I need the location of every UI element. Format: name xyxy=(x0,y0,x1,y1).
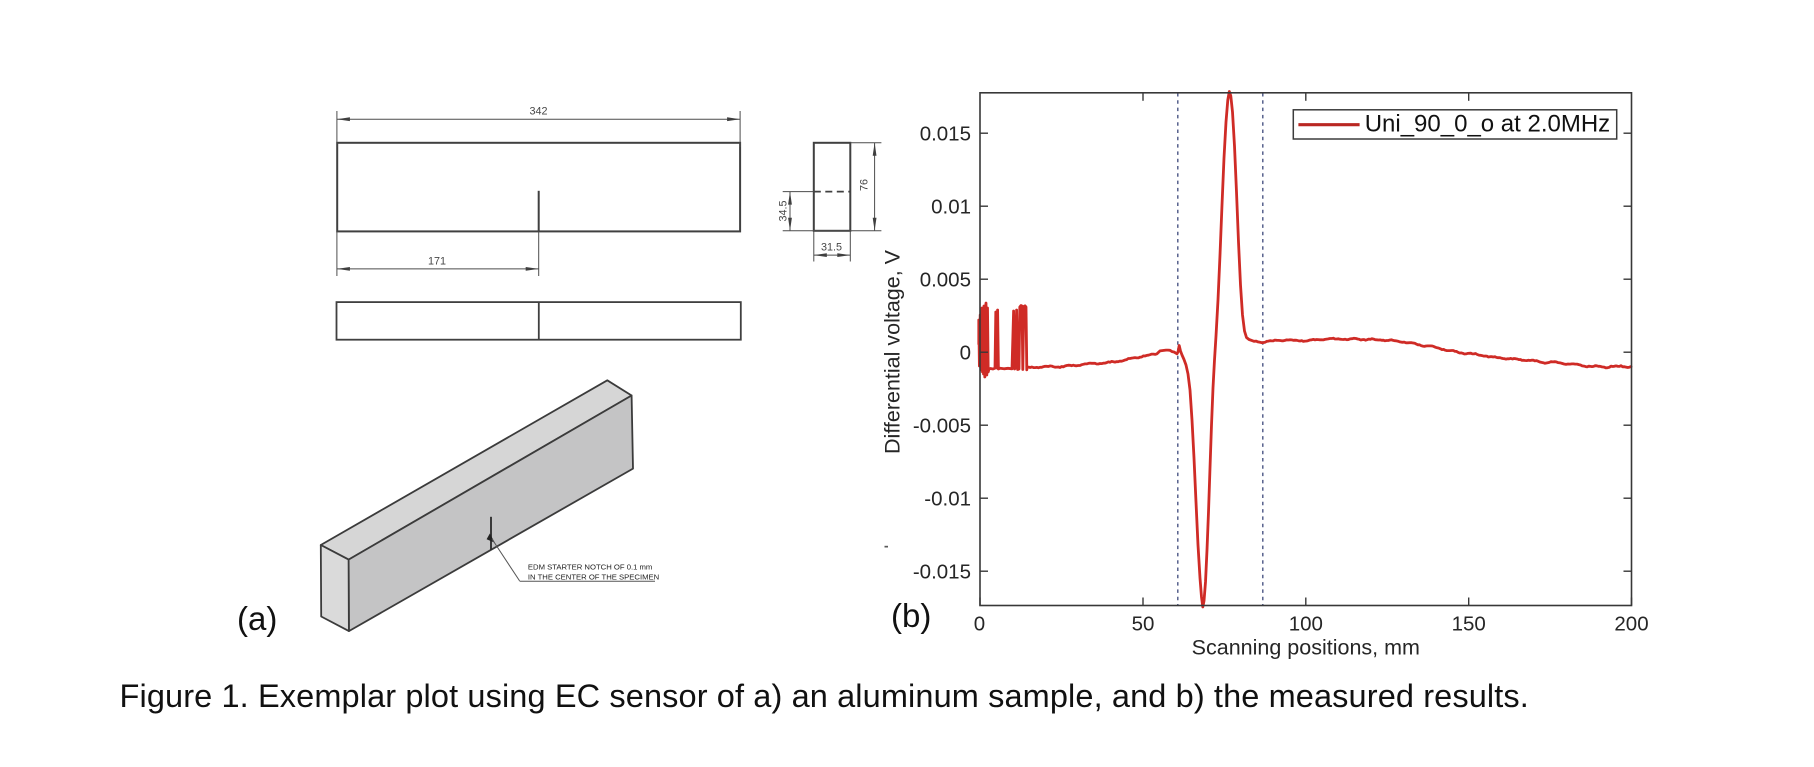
svg-text:31.5: 31.5 xyxy=(821,242,842,254)
svg-text:50: 50 xyxy=(1132,613,1155,636)
svg-text:Figure 1. Exemplar plot using: Figure 1. Exemplar plot using EC sensor … xyxy=(120,678,1529,714)
svg-text:0: 0 xyxy=(974,613,985,636)
svg-text:0.01: 0.01 xyxy=(931,195,971,218)
svg-text:-0.005: -0.005 xyxy=(913,414,971,437)
svg-text:342: 342 xyxy=(529,106,547,118)
svg-text:Scanning positions, mm: Scanning positions, mm xyxy=(1192,636,1420,660)
svg-text:171: 171 xyxy=(428,256,446,268)
svg-text:-0.015: -0.015 xyxy=(913,560,971,583)
svg-text:34.5: 34.5 xyxy=(777,200,789,221)
svg-text:Uni_90_0_o at 2.0MHz: Uni_90_0_o at 2.0MHz xyxy=(1365,111,1610,138)
svg-text:(a): (a) xyxy=(237,600,277,637)
svg-text:IN THE CENTER OF THE SPECIMEN: IN THE CENTER OF THE SPECIMEN xyxy=(528,573,659,582)
svg-text:0.015: 0.015 xyxy=(920,122,971,145)
svg-text:EDM STARTER NOTCH OF 0.1 mm: EDM STARTER NOTCH OF 0.1 mm xyxy=(528,563,652,572)
svg-text:-0.01: -0.01 xyxy=(924,487,971,510)
svg-text:Differential voltage, V: Differential voltage, V xyxy=(881,249,905,454)
svg-text:100: 100 xyxy=(1289,613,1323,636)
svg-text:150: 150 xyxy=(1452,613,1486,636)
svg-text:76: 76 xyxy=(859,179,871,191)
svg-text:0: 0 xyxy=(960,341,971,364)
svg-text:0.005: 0.005 xyxy=(920,268,971,291)
svg-text:200: 200 xyxy=(1614,613,1648,636)
svg-text:(b): (b) xyxy=(891,597,931,634)
